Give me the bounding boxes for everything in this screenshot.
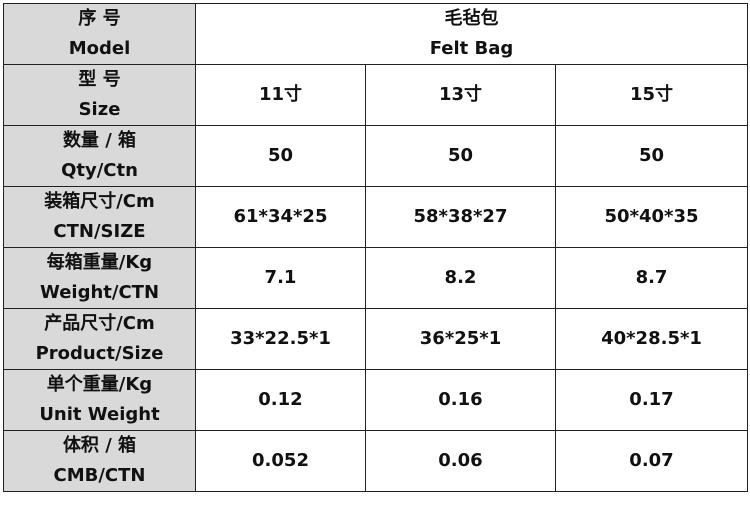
label-line: CMB/CTN (53, 465, 146, 486)
cell: 50 (365, 125, 556, 187)
label-line: 产品尺寸/Cm (44, 313, 155, 334)
row-label: 体积 / 箱 CMB/CTN (3, 430, 196, 492)
row-label: 产品尺寸/Cm Product/Size (3, 308, 196, 370)
cell: 13寸 (365, 64, 556, 126)
cell: 0.12 (195, 369, 366, 431)
cell: 33*22.5*1 (195, 308, 366, 370)
label-line: 序 号 (78, 8, 121, 29)
cell: 36*25*1 (365, 308, 556, 370)
spec-row: 数量 / 箱 Qty/Ctn 50 50 50 (3, 125, 749, 187)
cell: 0.06 (365, 430, 556, 492)
cell: 58*38*27 (365, 186, 556, 248)
header-row: 序 号 Model 毛毡包 Felt Bag (3, 3, 749, 65)
product-line: 毛毡包 (444, 8, 499, 29)
spec-row: 型 号 Size 11寸 13寸 15寸 (3, 64, 749, 126)
label-line: 每箱重量/Kg (46, 252, 153, 273)
cell: 50*40*35 (554, 186, 749, 248)
label-line: Product/Size (35, 343, 164, 364)
cell: 40*28.5*1 (554, 308, 749, 370)
spec-row: 单个重量/Kg Unit Weight 0.12 0.16 0.17 (3, 369, 749, 431)
row-label: 每箱重量/Kg Weight/CTN (3, 247, 196, 309)
header-label: 序 号 Model (3, 3, 196, 65)
label-line: Unit Weight (39, 404, 160, 425)
cell: 50 (554, 125, 749, 187)
cell: 8.2 (365, 247, 556, 309)
label-line: CTN/SIZE (53, 221, 146, 242)
spec-row: 每箱重量/Kg Weight/CTN 7.1 8.2 8.7 (3, 247, 749, 309)
label-line: 装箱尺寸/Cm (44, 191, 155, 212)
spec-row: 体积 / 箱 CMB/CTN 0.052 0.06 0.07 (3, 430, 749, 492)
product-line: Felt Bag (429, 38, 514, 59)
label-line: 体积 / 箱 (62, 435, 137, 456)
row-label: 装箱尺寸/Cm CTN/SIZE (3, 186, 196, 248)
label-line: 型 号 (78, 69, 121, 90)
spec-table: 序 号 Model 毛毡包 Felt Bag 型 号 Size 11寸 13寸 15寸数量 / … (3, 3, 749, 492)
cell: 0.07 (554, 430, 749, 492)
spec-row: 装箱尺寸/Cm CTN/SIZE 61*34*25 58*38*27 50*40*35 (3, 186, 749, 248)
cell: 50 (195, 125, 366, 187)
label-line: Size (78, 99, 121, 120)
product-name: 毛毡包 Felt Bag (194, 3, 749, 65)
row-label: 数量 / 箱 Qty/Ctn (3, 125, 196, 187)
cell: 61*34*25 (195, 186, 366, 248)
cell: 7.1 (195, 247, 366, 309)
label-line: 单个重量/Kg (46, 374, 153, 395)
cell: 8.7 (554, 247, 749, 309)
cell: 15寸 (554, 64, 749, 126)
cell: 11寸 (195, 64, 366, 126)
label-line: 数量 / 箱 (62, 130, 137, 151)
row-label: 型 号 Size (3, 64, 196, 126)
label-line: Model (68, 38, 131, 59)
cell: 0.052 (195, 430, 366, 492)
row-label: 单个重量/Kg Unit Weight (3, 369, 196, 431)
table-body: 序 号 Model 毛毡包 Felt Bag 型 号 Size 11寸 13寸 15寸数量 / … (3, 3, 749, 492)
cell: 0.17 (554, 369, 749, 431)
cell: 0.16 (365, 369, 556, 431)
spec-row: 产品尺寸/Cm Product/Size 33*22.5*1 36*25*1 40*28… (3, 308, 749, 370)
label-line: Weight/CTN (39, 282, 160, 303)
label-line: Qty/Ctn (61, 160, 138, 181)
